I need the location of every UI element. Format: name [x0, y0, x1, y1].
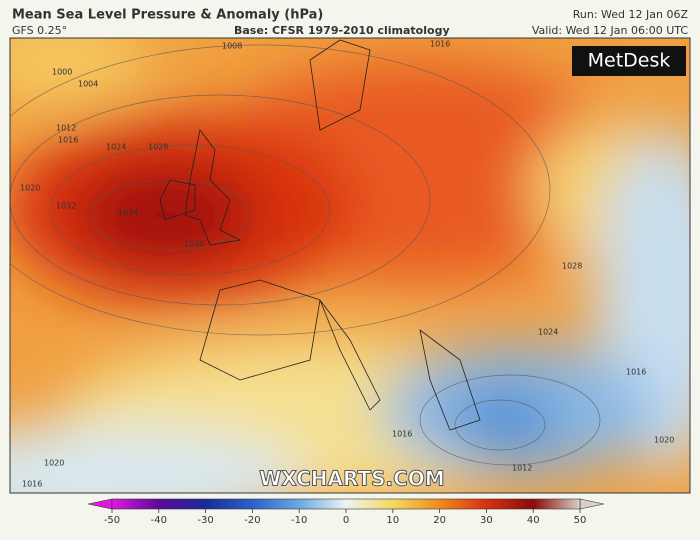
- colorbar-tick-label: -30: [197, 515, 213, 526]
- isobar-label: 1012: [56, 124, 76, 133]
- isobar-label: 1012: [512, 464, 532, 473]
- logo: MetDesk: [588, 50, 671, 72]
- map: MetDesk WXCHARTS.COM 1008 1016 1000 1004 101…: [10, 38, 690, 493]
- isobar-label: 1016: [430, 40, 450, 49]
- isobar-label: 1028: [562, 262, 582, 271]
- isobar-label: 1032: [56, 202, 76, 211]
- isobar-label: 1028: [148, 143, 168, 152]
- colorbar-tick-label: 0: [343, 515, 349, 526]
- isobar-label: 1016: [58, 136, 78, 145]
- isobar-label: 1024: [106, 143, 126, 152]
- colorbar: [111, 498, 581, 510]
- isobar-label: 1020: [44, 459, 64, 468]
- isobar-label: 1020: [654, 436, 674, 445]
- colorbar-tick-label: 10: [386, 515, 399, 526]
- colorbar-tick-label: -10: [291, 515, 307, 526]
- colorbar-tick-label: -40: [151, 515, 167, 526]
- isobar-label: 1020: [20, 184, 40, 193]
- isobar-label: 1016: [22, 480, 42, 489]
- colorbar-tick-label: 40: [527, 515, 540, 526]
- colorbar-max-arrow: [579, 498, 605, 510]
- model: GFS 0.25°: [12, 24, 67, 37]
- isobar-label: 1016: [626, 368, 646, 377]
- isobar-label: 1030: [184, 240, 204, 249]
- title: Mean Sea Level Pressure & Anomaly (hPa): [12, 8, 323, 23]
- colorbar-tick-label: -50: [104, 515, 120, 526]
- run: Run: Wed 12 Jan 06Z: [573, 8, 689, 21]
- colorbar-tick-label: 20: [433, 515, 446, 526]
- isobar-label: 1000: [52, 68, 72, 77]
- isobar-label: 1008: [222, 42, 242, 51]
- colorbar-tick-label: 30: [480, 515, 493, 526]
- base: Base: CFSR 1979-2010 climatology: [234, 24, 450, 37]
- logo-box: [572, 46, 686, 76]
- isobar-label: 1034: [118, 209, 138, 218]
- colorbar-tick-label: -20: [244, 515, 260, 526]
- isobar-label: 1024: [538, 328, 558, 337]
- watermark: WXCHARTS.COM: [259, 467, 444, 491]
- colorbar-tick-label: 50: [574, 515, 587, 526]
- isobar-label: 1004: [78, 80, 98, 89]
- colorbar-min-arrow: [87, 498, 113, 510]
- isobar-label: 1016: [392, 430, 412, 439]
- valid: Valid: Wed 12 Jan 06:00 UTC: [532, 24, 688, 37]
